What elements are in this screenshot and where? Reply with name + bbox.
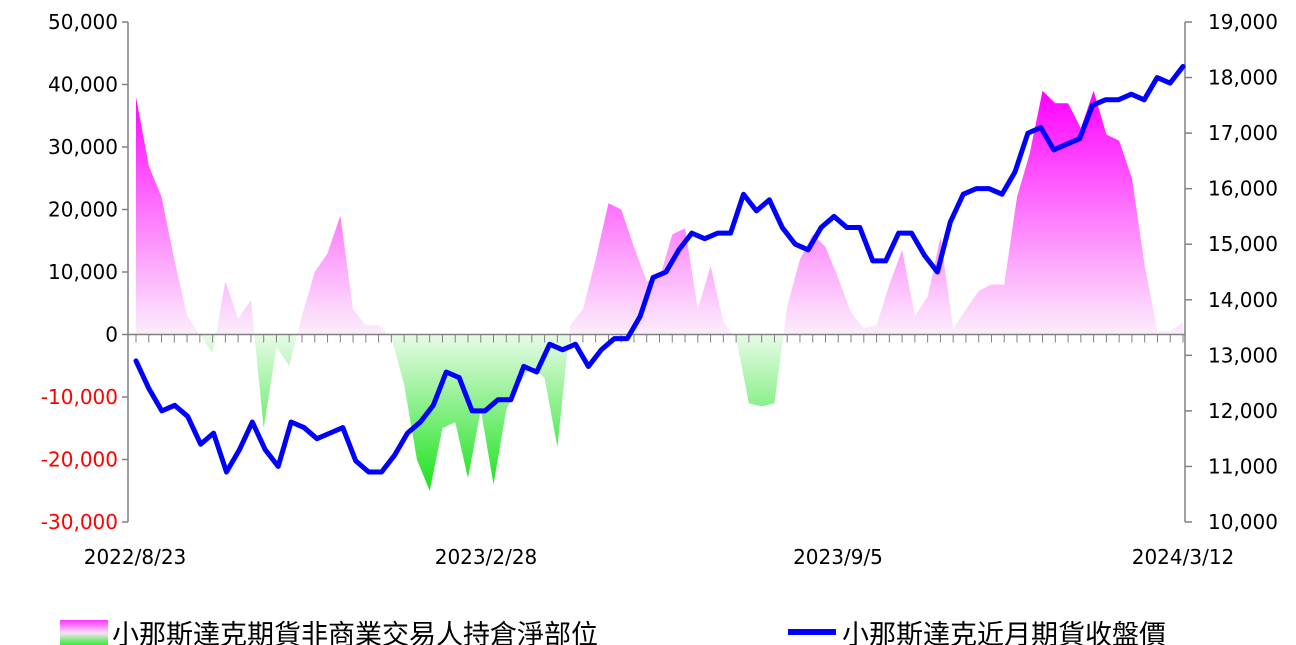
left-axis-tick-label: 10,000 bbox=[48, 260, 118, 284]
right-axis-tick-label: 10,000 bbox=[1208, 510, 1278, 534]
x-axis-tick-label: 2023/2/28 bbox=[435, 545, 538, 569]
right-axis-tick-label: 11,000 bbox=[1208, 454, 1278, 478]
right-axis-tick-label: 13,000 bbox=[1208, 343, 1278, 367]
tick-labels: 50,000 40,000 30,000 20,000 10,000 0 -10,000 -2… bbox=[41, 10, 1278, 569]
left-axis-tick-label: -10,000 bbox=[41, 385, 118, 409]
right-axis-tick-label: 17,000 bbox=[1208, 121, 1278, 145]
right-axis-tick-label: 16,000 bbox=[1208, 177, 1278, 201]
x-axis-tick-label: 2022/8/23 bbox=[84, 545, 187, 569]
right-axis-tick-label: 12,000 bbox=[1208, 399, 1278, 423]
legend: 小那斯達克期貨非商業交易人持倉淨部位 小那斯達克近月期貨收盤價 bbox=[60, 620, 1166, 645]
net-position-area-negative bbox=[136, 334, 1183, 491]
left-axis-tick-label: 50,000 bbox=[48, 10, 118, 34]
x-axis-tick-label: 2024/3/12 bbox=[1132, 545, 1235, 569]
x-axis-tick-label: 2023/9/5 bbox=[793, 545, 883, 569]
net-position-area-series bbox=[136, 90, 1183, 491]
left-axis-tick-label: -30,000 bbox=[41, 510, 118, 534]
legend-label-line: 小那斯達克近月期貨收盤價 bbox=[842, 620, 1166, 645]
right-axis-tick-label: 15,000 bbox=[1208, 232, 1278, 256]
legend-label-area: 小那斯達克期貨非商業交易人持倉淨部位 bbox=[112, 620, 598, 645]
left-axis-tick-label: 0 bbox=[105, 323, 118, 347]
left-axis-tick-label: 40,000 bbox=[48, 73, 118, 97]
net-position-area-positive bbox=[136, 90, 1183, 335]
legend-swatch-area bbox=[60, 620, 108, 645]
right-axis-tick-label: 18,000 bbox=[1208, 66, 1278, 90]
close-price-line bbox=[133, 63, 1186, 475]
left-axis-tick-label: 30,000 bbox=[48, 135, 118, 159]
left-axis-tick-label: 20,000 bbox=[48, 198, 118, 222]
right-axis-tick-label: 14,000 bbox=[1208, 288, 1278, 312]
close-price-line-series bbox=[133, 63, 1186, 475]
axes bbox=[122, 21, 1192, 523]
left-axis-tick-label: -20,000 bbox=[41, 448, 118, 472]
right-axis-tick-label: 19,000 bbox=[1208, 10, 1278, 34]
